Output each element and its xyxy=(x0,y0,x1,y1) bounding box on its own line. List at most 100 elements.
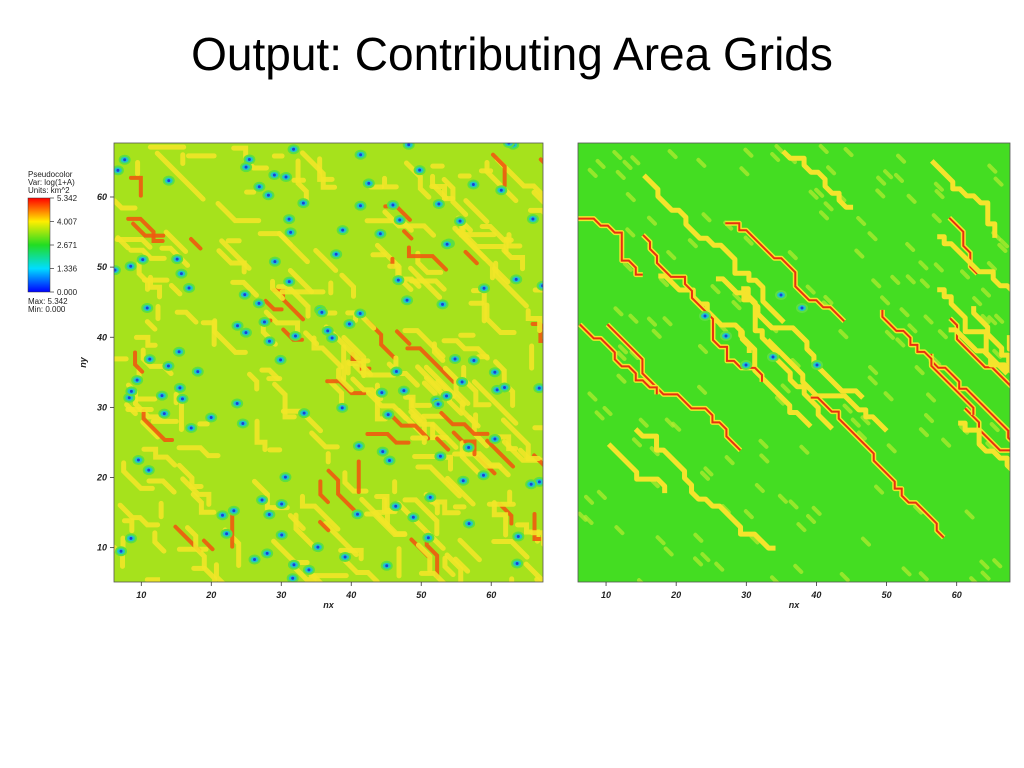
faint-streak xyxy=(993,176,1004,187)
faint-streak xyxy=(628,313,639,324)
faint-streak xyxy=(749,534,760,545)
sink-core xyxy=(283,475,287,479)
sink-core xyxy=(341,228,345,232)
y-tick-label: 30 xyxy=(97,402,107,412)
sink-core xyxy=(334,252,338,256)
faint-streak xyxy=(622,261,633,272)
faint-streak xyxy=(914,365,925,376)
plot-frame xyxy=(577,142,1011,583)
sink-core xyxy=(460,380,464,384)
flow-streak xyxy=(506,232,523,249)
flow-streak xyxy=(527,207,543,216)
flow-streak xyxy=(492,266,511,285)
faint-streak xyxy=(931,213,942,224)
sink-core xyxy=(232,509,236,513)
flow-streak xyxy=(263,298,284,312)
faint-streak xyxy=(697,384,708,395)
flow-path-core xyxy=(578,217,643,276)
faint-streak xyxy=(826,165,837,176)
sink-core xyxy=(141,258,145,262)
faint-streak xyxy=(883,169,894,180)
flow-streak xyxy=(300,150,338,190)
faint-streak xyxy=(823,294,834,305)
sink-core xyxy=(145,306,149,310)
faint-streak xyxy=(622,159,633,170)
flow-streak xyxy=(154,150,206,202)
colorbar-label: 2.671 xyxy=(57,241,78,250)
x-tick-label: 30 xyxy=(741,590,751,600)
faint-streak xyxy=(918,571,929,582)
flow-streak xyxy=(395,500,446,551)
faint-streak xyxy=(856,216,867,227)
plot-frame xyxy=(113,142,544,583)
flow-streak xyxy=(140,419,161,440)
faint-streak xyxy=(578,511,588,522)
flow-streak xyxy=(406,245,449,272)
flow-path xyxy=(642,173,786,325)
sink-core xyxy=(340,406,344,410)
faint-streak xyxy=(724,455,735,466)
sink-core xyxy=(493,437,497,441)
x-axis-label: nx xyxy=(323,600,334,610)
faint-streak xyxy=(883,391,894,402)
sink-core xyxy=(291,576,295,580)
sink-core xyxy=(247,157,251,161)
flow-streak xyxy=(457,537,482,563)
sink-core xyxy=(178,386,182,390)
faint-streak xyxy=(671,421,682,432)
faint-streak xyxy=(587,167,598,178)
sink-core xyxy=(167,179,171,183)
sink-core xyxy=(196,370,200,374)
faint-streak xyxy=(699,470,710,481)
flow-streak xyxy=(423,364,467,407)
faint-streak xyxy=(693,556,704,567)
flow-streak xyxy=(525,308,543,334)
faint-streak xyxy=(818,143,829,154)
sink-core xyxy=(541,284,543,288)
faint-streak xyxy=(980,313,991,324)
flow-streak xyxy=(529,530,543,547)
faint-streak xyxy=(770,152,781,163)
sink-core xyxy=(273,260,277,264)
faint-streak xyxy=(987,163,998,174)
faint-streak xyxy=(985,441,996,452)
faint-streak xyxy=(960,269,971,280)
colorbar-label: 4.007 xyxy=(57,217,78,226)
flow-path xyxy=(633,427,776,551)
x-tick-label: 60 xyxy=(486,590,496,600)
flow-path xyxy=(766,338,889,433)
legend-text: Pseudocolor xyxy=(28,170,73,179)
faint-streak xyxy=(992,558,1003,569)
flow-path xyxy=(971,306,1010,367)
flow-streak xyxy=(313,247,339,273)
flow-streak xyxy=(318,520,331,533)
sink-core xyxy=(515,561,519,565)
sink-core xyxy=(265,551,269,555)
flow-streak xyxy=(184,525,207,571)
sink-core xyxy=(398,218,402,222)
faint-streak xyxy=(964,509,975,520)
x-tick-label: 50 xyxy=(882,590,892,600)
flow-streak xyxy=(141,446,178,468)
sink-core xyxy=(358,312,362,316)
faint-streak xyxy=(933,262,944,273)
flow-streak xyxy=(191,565,218,582)
faint-streak xyxy=(980,570,991,581)
flow-streak xyxy=(410,413,459,450)
sink-core xyxy=(235,401,239,405)
faint-streak xyxy=(584,494,595,505)
flow-streak xyxy=(532,512,543,542)
flow-streak xyxy=(168,282,183,297)
sink-core xyxy=(129,264,133,268)
sink-core xyxy=(129,536,133,540)
faint-streak xyxy=(806,513,817,524)
faint-streak xyxy=(596,489,607,500)
sink-core xyxy=(428,495,432,499)
flow-streak xyxy=(336,367,354,393)
y-tick-label: 40 xyxy=(96,332,107,342)
sink-core xyxy=(175,257,179,261)
flow-streak xyxy=(435,436,451,452)
sink-core xyxy=(499,188,503,192)
flow-streak xyxy=(390,414,431,441)
